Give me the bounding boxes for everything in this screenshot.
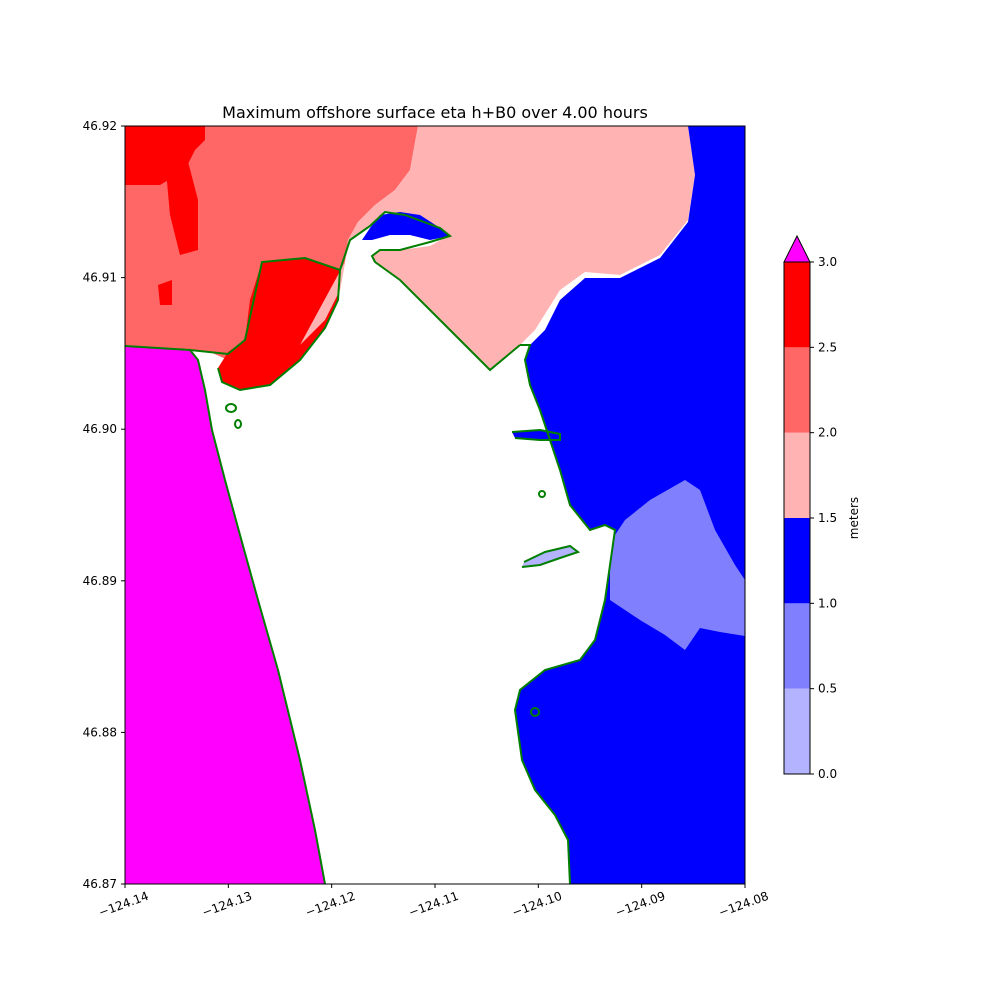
colorbar-tick-label: 3.0 bbox=[818, 255, 837, 269]
colorbar-segment bbox=[784, 262, 810, 348]
y-tick-label: 46.89 bbox=[83, 574, 117, 588]
shoreline-islet bbox=[234, 419, 242, 429]
shoreline-inlet bbox=[511, 428, 561, 441]
colorbar-tick-label: 0.0 bbox=[818, 767, 837, 781]
y-tick-label: 46.87 bbox=[83, 877, 117, 891]
x-axis: −124.14 −124.13 −124.12 −124.11 −124.10 −124.… bbox=[97, 884, 771, 920]
shoreline-west bbox=[125, 345, 326, 884]
region-2.5-3.0 bbox=[218, 258, 340, 390]
x-tick-label: −124.12 bbox=[303, 889, 357, 920]
y-tick-label: 46.91 bbox=[83, 271, 117, 285]
region-2.0-2.5 bbox=[125, 126, 418, 375]
colorbar-tick-label: 1.0 bbox=[818, 596, 837, 610]
colorbar-tick-label: 0.5 bbox=[818, 682, 837, 696]
x-tick-label: −124.13 bbox=[200, 889, 254, 920]
shoreline-bar bbox=[521, 544, 581, 568]
shoreline-spit bbox=[217, 269, 341, 392]
colorbar-tick-label: 2.0 bbox=[818, 426, 837, 440]
shoreline-islet bbox=[225, 403, 237, 413]
x-tick-label: −124.09 bbox=[613, 889, 667, 920]
y-axis: 46.87 46.88 46.89 46.90 46.91 46.92 bbox=[83, 119, 125, 891]
x-tick-label: −124.10 bbox=[510, 889, 564, 920]
y-tick-label: 46.92 bbox=[83, 119, 117, 133]
x-tick-label: −124.08 bbox=[717, 889, 771, 920]
region-1.0-1.5 bbox=[515, 126, 745, 884]
y-tick-label: 46.90 bbox=[83, 422, 117, 436]
region-2.5-3.0 bbox=[158, 280, 172, 305]
shoreline-east bbox=[513, 344, 617, 884]
region-1.5-2.0 bbox=[268, 126, 695, 372]
region-0.5-1.0 bbox=[522, 546, 578, 567]
plot-area bbox=[125, 126, 745, 884]
region-0.5-1.0 bbox=[610, 480, 745, 650]
y-tick-label: 46.88 bbox=[83, 725, 117, 739]
colorbar-segment bbox=[784, 688, 810, 774]
shoreline-north bbox=[189, 210, 521, 372]
colorbar-segment bbox=[784, 432, 810, 518]
colorbar-tick-label: 1.5 bbox=[818, 511, 837, 525]
colorbar-extend-triangle bbox=[783, 234, 811, 263]
region-1.0-1.5 bbox=[362, 212, 450, 240]
colorbar: 0.0 0.5 1.0 1.5 2.0 2.5 3.0 bbox=[783, 234, 837, 781]
chart-title: Maximum offshore surface eta h+B0 over 4… bbox=[222, 103, 648, 122]
colorbar-tick-label: 2.5 bbox=[818, 340, 837, 354]
colorbar-segment bbox=[784, 518, 810, 604]
shoreline-islet bbox=[530, 707, 540, 717]
x-tick-label: −124.14 bbox=[97, 889, 151, 920]
colorbar-segment bbox=[784, 603, 810, 689]
colorbar-label: meters bbox=[847, 497, 861, 539]
region-2.5-3.0 bbox=[165, 150, 198, 255]
region-2.5-3.0 bbox=[125, 126, 205, 185]
shoreline bbox=[125, 210, 617, 884]
shoreline-islet bbox=[538, 490, 546, 498]
region-above-3.0 bbox=[125, 346, 325, 884]
colorbar-segment bbox=[784, 347, 810, 433]
x-tick-label: −124.11 bbox=[407, 889, 461, 920]
